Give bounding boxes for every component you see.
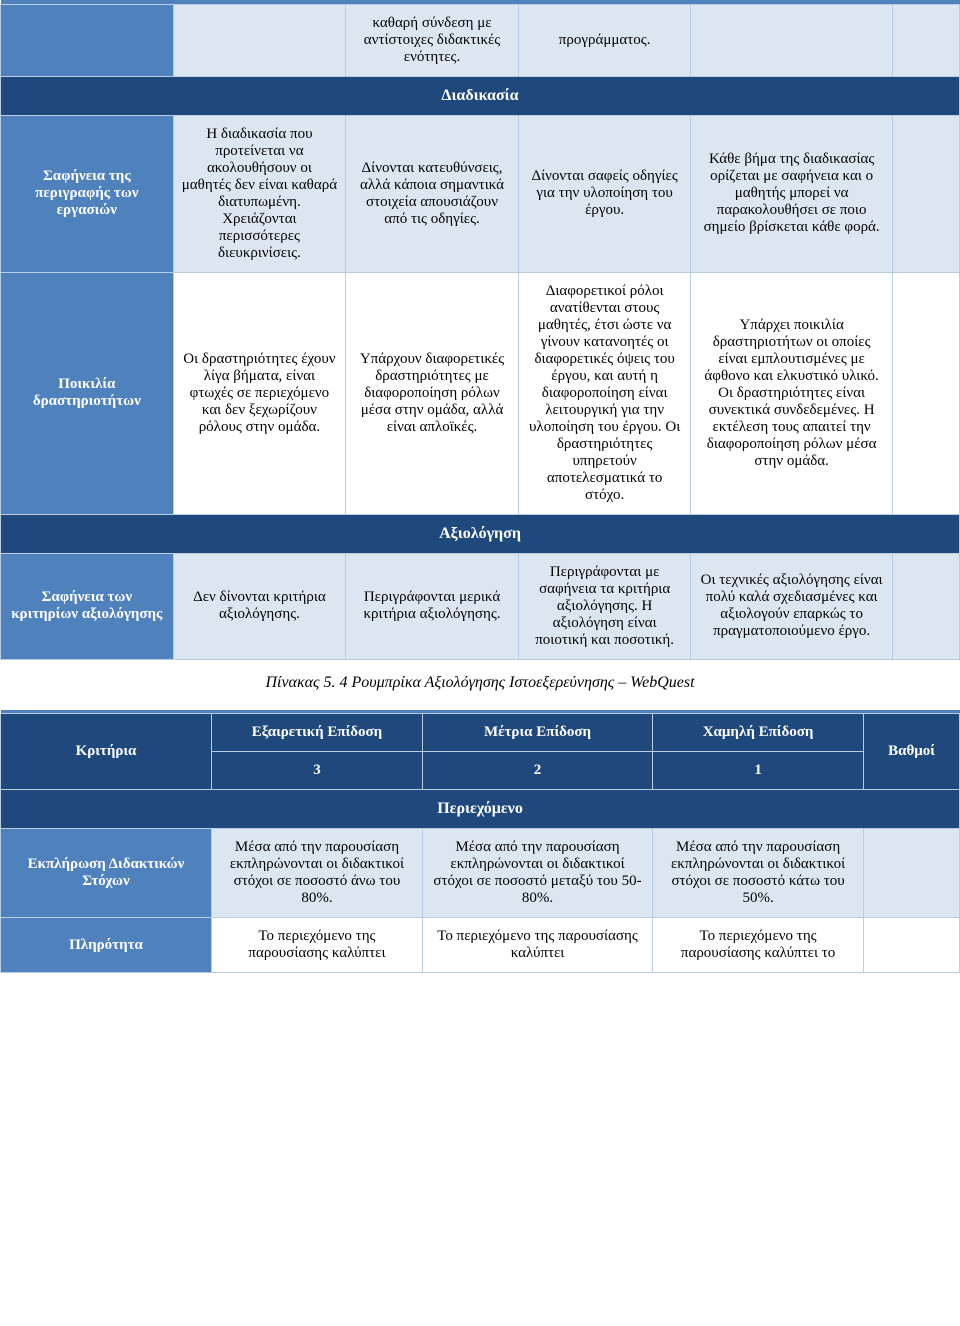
table-row: Σαφήνεια της περιγραφής των εργασιών Η δ…: [1, 115, 960, 272]
cell: [864, 829, 960, 918]
cell: Το περιεχόμενο της παρουσίασης καλύπτει …: [653, 918, 864, 973]
table-row: Σαφήνεια των κριτηρίων αξιολόγησης Δεν δ…: [1, 553, 960, 659]
section-header-cell: Περιεχόμενο: [1, 790, 960, 829]
cell: Υπάρχει ποικιλία δραστηριοτήτων οι οποίε…: [691, 272, 892, 514]
row-header-cell: Εκπλήρωση Διδακτικών Στόχων: [1, 829, 212, 918]
section-header-cell: Διαδικασία: [1, 76, 960, 115]
header-medium: Μέτρια Επίδοση: [422, 714, 652, 752]
cell: Οι δραστηριότητες έχουν λίγα βήματα, είν…: [173, 272, 346, 514]
cell: Κάθε βήμα της διαδικασίας ορίζεται με σα…: [691, 115, 892, 272]
cell: Περιγράφονται μερικά κριτήρια αξιολόγηση…: [346, 553, 519, 659]
section-header-row: Διαδικασία: [1, 76, 960, 115]
header-score-2: 2: [422, 752, 652, 790]
rubric-table-webquest: καθαρή σύνδεση με αντίστοιχες διδακτικές…: [0, 0, 960, 660]
cell: Δεν δίνονται κριτήρια αξιολόγησης.: [173, 553, 346, 659]
rubric-table-presentation: Κριτήρια Εξαιρετική Επίδοση Μέτρια Επίδο…: [0, 710, 960, 974]
header-criteria: Κριτήρια: [1, 714, 212, 790]
cell: Το περιεχόμενο της παρουσίασης καλύπτει: [422, 918, 652, 973]
table-row: Ποικιλία δραστηριοτήτων Οι δραστηριότητε…: [1, 272, 960, 514]
table-caption: Πίνακας 5. 4 Ρουμπρίκα Αξιολόγησης Ιστοε…: [0, 660, 960, 710]
cell: Μέσα από την παρουσίαση εκπληρώνονται οι…: [211, 829, 422, 918]
row-header-cell: [1, 4, 174, 76]
cell: [892, 553, 959, 659]
cell: Διαφορετικοί ρόλοι ανατίθενται στους μαθ…: [518, 272, 691, 514]
cell: Υπάρχουν διαφορετικές δραστηριότητες με …: [346, 272, 519, 514]
cell: προγράμματος.: [518, 4, 691, 76]
header-excellent: Εξαιρετική Επίδοση: [211, 714, 422, 752]
section-header-cell: Αξιολόγηση: [1, 514, 960, 553]
cell: Οι τεχνικές αξιολόγησης είναι πολύ καλά …: [691, 553, 892, 659]
cell: Περιγράφονται με σαφήνεια τα κριτήρια αξ…: [518, 553, 691, 659]
cell: [892, 4, 959, 76]
row-header-cell: Πληρότητα: [1, 918, 212, 973]
section-header-row: Περιεχόμενο: [1, 790, 960, 829]
row-header-cell: Σαφήνεια των κριτηρίων αξιολόγησης: [1, 553, 174, 659]
cell: Δίνονται σαφείς οδηγίες για την υλοποίησ…: [518, 115, 691, 272]
header-low: Χαμηλή Επίδοση: [653, 714, 864, 752]
cell: Το περιεχόμενο της παρουσίασης καλύπτει: [211, 918, 422, 973]
cell: [173, 4, 346, 76]
cell: Μέσα από την παρουσίαση εκπληρώνονται οι…: [422, 829, 652, 918]
cell: [892, 272, 959, 514]
cell: [864, 918, 960, 973]
row-header-cell: Ποικιλία δραστηριοτήτων: [1, 272, 174, 514]
section-header-row: Αξιολόγηση: [1, 514, 960, 553]
cell: καθαρή σύνδεση με αντίστοιχες διδακτικές…: [346, 4, 519, 76]
cell: Δίνονται κατευθύνσεις, αλλά κάποια σημαν…: [346, 115, 519, 272]
row-header-cell: Σαφήνεια της περιγραφής των εργασιών: [1, 115, 174, 272]
header-row: Κριτήρια Εξαιρετική Επίδοση Μέτρια Επίδο…: [1, 714, 960, 752]
table-row: Πληρότητα Το περιεχόμενο της παρουσίασης…: [1, 918, 960, 973]
header-points: Βαθμοί: [864, 714, 960, 790]
cell: [892, 115, 959, 272]
table-row: καθαρή σύνδεση με αντίστοιχες διδακτικές…: [1, 4, 960, 76]
cell: Η διαδικασία που προτείνεται να ακολουθή…: [173, 115, 346, 272]
header-score-1: 1: [653, 752, 864, 790]
table-row: Εκπλήρωση Διδακτικών Στόχων Μέσα από την…: [1, 829, 960, 918]
cell: [691, 4, 892, 76]
header-score-3: 3: [211, 752, 422, 790]
cell: Μέσα από την παρουσίαση εκπληρώνονται οι…: [653, 829, 864, 918]
